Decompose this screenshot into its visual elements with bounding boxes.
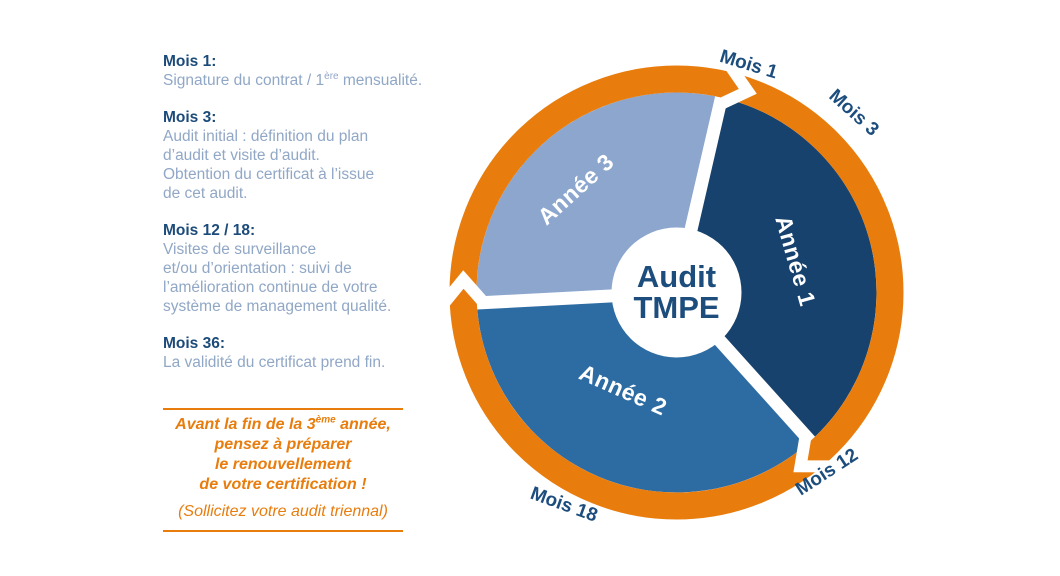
milestone-text-line: système de management qualité. — [163, 298, 392, 315]
center-circle — [611, 227, 742, 358]
milestone-heading: Mois 36: — [163, 335, 226, 352]
milestone-mois-3: Mois 3: Audit initial : définition du pl… — [163, 109, 374, 203]
reminder-line: le renouvellement — [214, 456, 352, 473]
ring-arrow-chevron-left — [438, 270, 489, 309]
cycle-diagram: Audit TMPE Année 1 Année 2 Année 3 Mois … — [438, 46, 904, 527]
text-fragment: année, — [335, 416, 391, 433]
milestone-mois-36: Mois 36: La validité du certificat prend… — [163, 335, 385, 372]
superscript: ère — [324, 70, 339, 82]
milestone-mois-12-18: Mois 12 / 18: Visites de surveillance et… — [163, 222, 391, 316]
milestone-heading: Mois 12 / 18: — [163, 222, 256, 239]
milestone-text-line: La validité du certificat prend fin. — [163, 354, 386, 371]
superscript: ème — [315, 414, 336, 426]
milestone-text-line: et/ou d’orientation : suivi de — [163, 260, 352, 277]
milestone-heading: Mois 1: — [163, 53, 217, 70]
reminder-note: (Sollicitez votre audit triennal) — [178, 503, 388, 520]
ring-arrow-chevron-bottom-right — [793, 434, 834, 473]
milestone-mois-1: Mois 1: Signature du contrat / 1ère mens… — [163, 53, 422, 90]
milestone-text-line: Audit initial : définition du plan — [163, 128, 369, 145]
milestone-text-line: l’amélioration continue de votre — [163, 279, 378, 296]
text-fragment: mensualité. — [338, 72, 423, 89]
center-title-line1: Audit — [637, 259, 716, 294]
milestone-text-line: d’audit et visite d’audit. — [163, 147, 320, 164]
reminder-divider-top — [163, 408, 403, 410]
milestone-text-line: Obtention du certificat à l’issue — [163, 166, 375, 183]
ring-arrow-chevron-top — [717, 61, 757, 110]
text-fragment: Signature du contrat / 1 — [163, 72, 325, 89]
milestone-text-line: de cet audit. — [163, 185, 248, 202]
renewal-reminder: Avant la fin de la 3ème année, pensez à … — [163, 408, 403, 532]
segment-annee-2 — [476, 292, 811, 493]
milestone-heading: Mois 3: — [163, 109, 217, 126]
milestone-text-line: Visites de surveillance — [163, 241, 317, 258]
reminder-text: Avant la fin de la 3ème année, pensez à … — [163, 415, 403, 495]
reminder-divider-bottom — [163, 530, 403, 532]
milestone-text-line: Signature du contrat / 1ère mensualité. — [163, 71, 422, 90]
segment-annee-1 — [676, 97, 877, 442]
orange-ring — [449, 65, 904, 520]
center-title-line2: TMPE — [633, 290, 719, 325]
reminder-line: pensez à préparer — [214, 436, 352, 453]
reminder-line: Avant la fin de la 3ème année, — [163, 415, 403, 435]
reminder-line: de votre certification ! — [199, 476, 367, 493]
text-fragment: Avant la fin de la 3 — [175, 416, 316, 433]
